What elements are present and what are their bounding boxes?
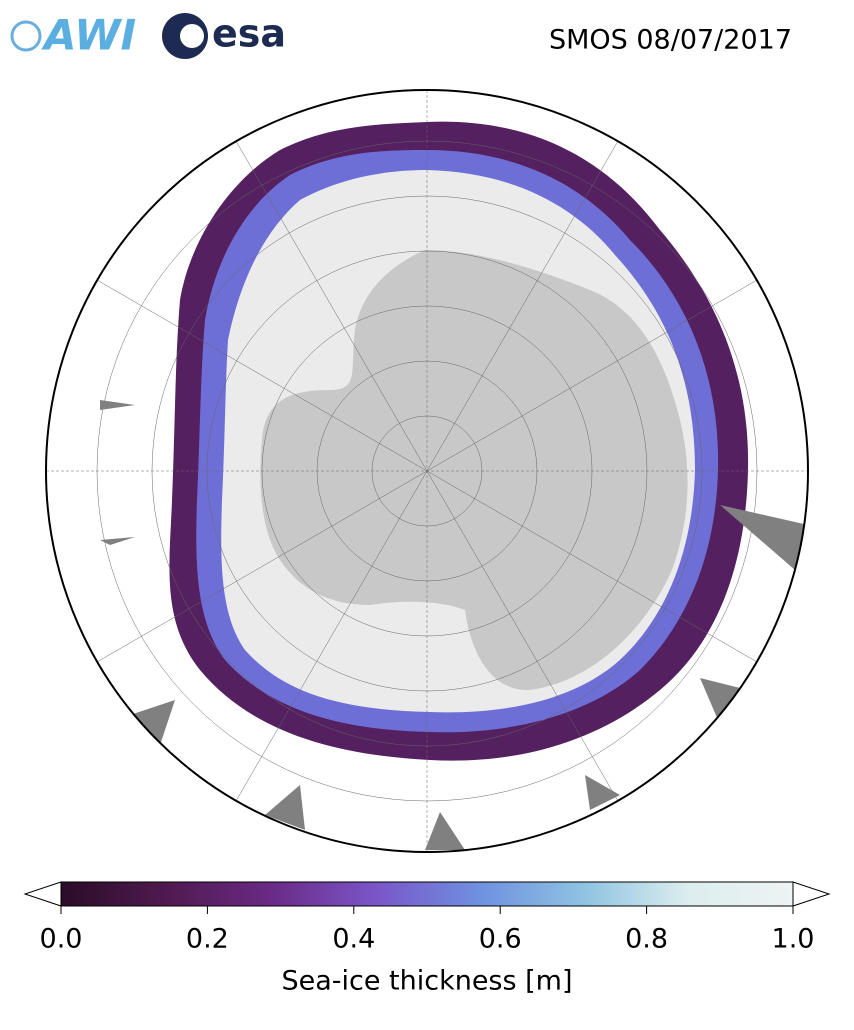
awi-logo: AWI — [41, 11, 136, 60]
colorbar — [23, 881, 831, 914]
antarctica — [260, 250, 688, 691]
esa-logo: esa — [212, 12, 286, 56]
land — [100, 400, 808, 850]
colorbar-tick-label: 0.0 — [40, 924, 83, 955]
map — [46, 90, 808, 852]
colorbar-label: Sea-ice thickness [m] — [281, 966, 572, 997]
title: SMOS 08/07/2017 — [549, 25, 792, 56]
graticule — [46, 90, 808, 852]
colorbar-tick-label: 0.2 — [186, 924, 229, 955]
colorbar-tick-label: 1.0 — [772, 924, 815, 955]
logos: AWI esa — [10, 11, 286, 60]
esa-icon-inner — [180, 24, 204, 48]
colorbar-extend-low — [23, 881, 62, 907]
awi-icon — [10, 20, 42, 52]
colorbar-tick-label: 0.6 — [479, 924, 522, 955]
colorbar-scale — [60, 881, 794, 907]
colorbar-extend-high — [792, 881, 831, 907]
colorbar-tick-label: 0.4 — [332, 924, 375, 955]
colorbar-tick-label: 0.8 — [625, 924, 668, 955]
map-frame — [45, 89, 809, 853]
